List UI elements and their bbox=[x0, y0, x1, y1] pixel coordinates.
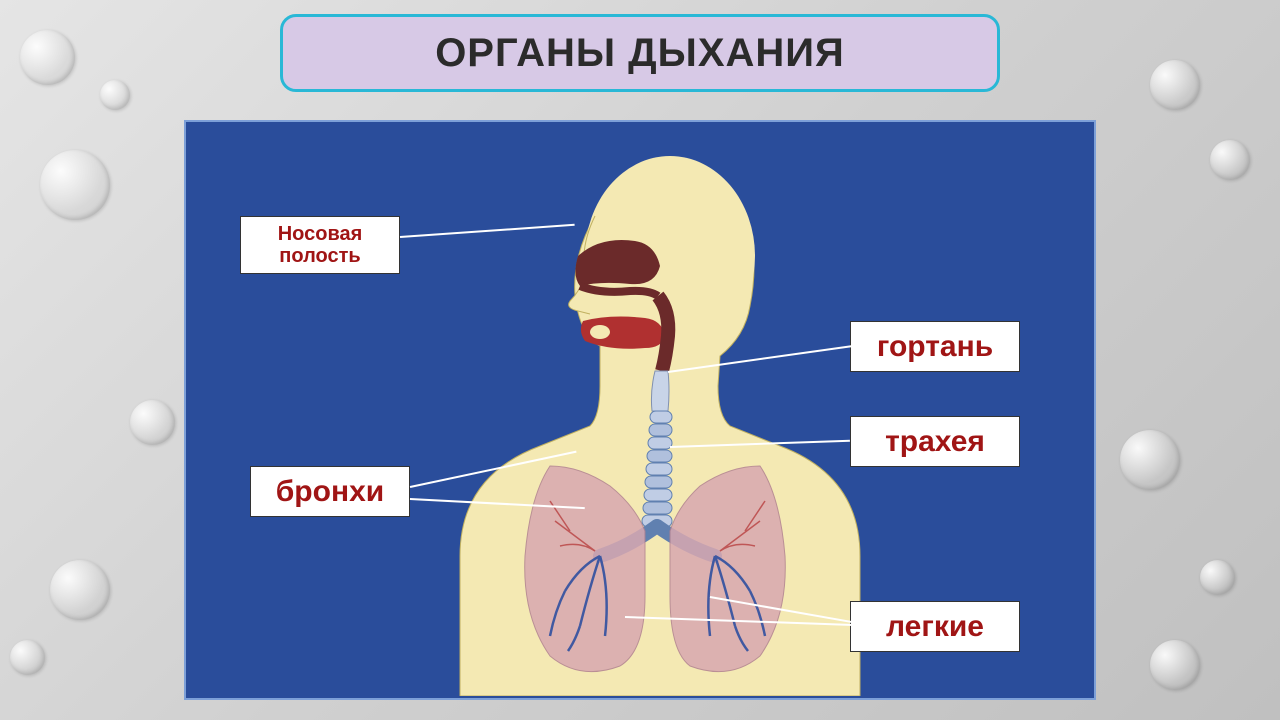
bg-droplet bbox=[10, 640, 45, 675]
bg-droplet bbox=[1210, 140, 1250, 180]
label-larynx-text: гортань bbox=[877, 330, 993, 363]
bg-droplet bbox=[1150, 640, 1200, 690]
label-bronchi: бронхи bbox=[250, 466, 410, 517]
bg-droplet bbox=[1150, 60, 1200, 110]
bg-droplet bbox=[100, 80, 130, 110]
bg-droplet bbox=[40, 150, 110, 220]
label-lungs-text: легкие bbox=[886, 610, 984, 643]
anatomy-figure bbox=[400, 136, 880, 696]
bg-droplet bbox=[50, 560, 110, 620]
label-lungs: легкие bbox=[850, 601, 1020, 652]
label-larynx: гортань bbox=[850, 321, 1020, 372]
bg-droplet bbox=[1200, 560, 1235, 595]
label-nasal-text: Носоваяполость bbox=[278, 223, 363, 267]
diagram-inner: Носоваяполость гортань трахея бронхи лег… bbox=[190, 126, 1090, 694]
label-trachea: трахея bbox=[850, 416, 1020, 467]
bg-droplet bbox=[1120, 430, 1180, 490]
label-trachea-text: трахея bbox=[885, 425, 985, 458]
title-box: ОРГАНЫ ДЫХАНИЯ bbox=[280, 14, 1000, 92]
bg-droplet bbox=[20, 30, 75, 85]
bg-droplet bbox=[130, 400, 175, 445]
page-title: ОРГАНЫ ДЫХАНИЯ bbox=[435, 31, 845, 76]
label-bronchi-text: бронхи bbox=[276, 475, 384, 508]
diagram-frame: Носоваяполость гортань трахея бронхи лег… bbox=[184, 120, 1096, 700]
label-nasal: Носоваяполость bbox=[240, 216, 400, 274]
